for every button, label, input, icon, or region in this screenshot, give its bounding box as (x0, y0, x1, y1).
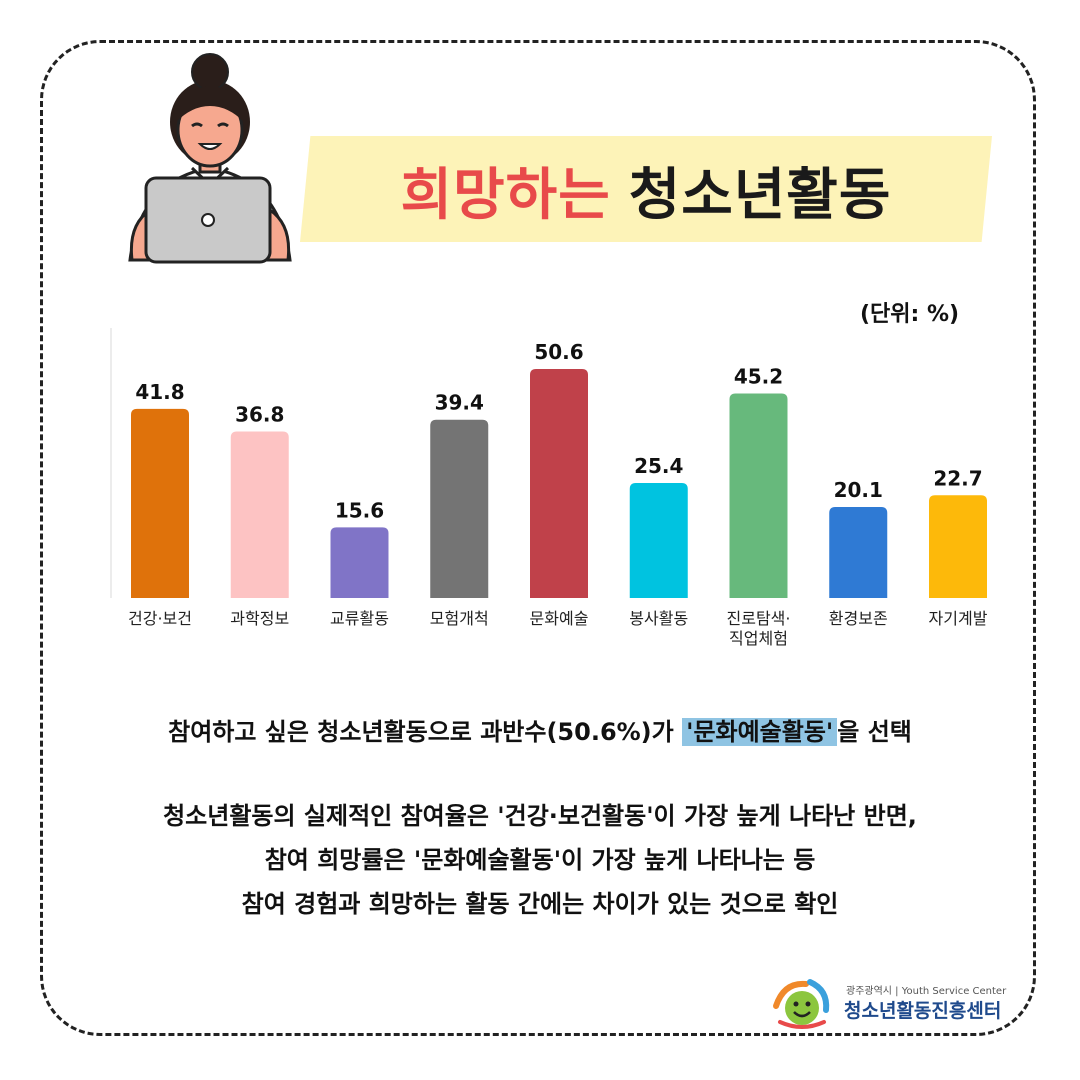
x-tick-label-6: 봉사활동 (629, 609, 688, 628)
data-label-3: 15.6 (335, 498, 384, 522)
bar-1 (131, 408, 189, 598)
bar-7 (729, 393, 788, 598)
bar-4 (430, 419, 489, 598)
summary-line-4: 참여 경험과 희망하는 활동 간에는 차이가 있는 것으로 확인 (241, 890, 839, 918)
logo-name: 청소년활동진흥센터 (844, 1000, 1002, 1022)
organization-logo: 광주광역시 | Youth Service Center 청소년활동진흥센터 (766, 976, 1028, 1030)
unit-label: (단위: %) (860, 302, 960, 327)
summary-line-1: 참여하고 싶은 청소년활동으로 과반수(50.6%)가 '문화예술활동' 을 선택 (0, 712, 1080, 747)
summary-line-1-before: 참여하고 싶은 청소년활동으로 과반수(50.6%)가 (168, 718, 683, 746)
summary-highlight: '문화예술활동' (682, 718, 838, 746)
summary-line-3: 참여 희망률은 '문화예술활동'이 가장 높게 나타나는 등 (264, 846, 816, 874)
x-tick-label-1: 건강·보건 (128, 609, 192, 628)
data-label-1: 41.8 (135, 380, 184, 404)
title-band (300, 136, 992, 242)
bar-3 (330, 527, 389, 598)
logo-subtitle: 광주광역시 | Youth Service Center (846, 986, 1007, 997)
title-main: 청소년활동 (628, 162, 892, 228)
summary-line-1-after: 을 선택 (837, 718, 912, 746)
data-label-4: 39.4 (435, 391, 484, 415)
summary-paragraph: 청소년활동의 실제적인 참여율은 '건강·보건활동'이 가장 높게 나타난 반면… (0, 794, 1080, 926)
data-label-9: 22.7 (933, 466, 982, 490)
x-tick-label-5: 문화예술 (530, 609, 589, 628)
x-tick-label-8: 환경보존 (829, 609, 888, 628)
smiley-logo-icon (773, 979, 830, 1029)
data-label-5: 50.6 (534, 340, 583, 364)
x-tick-label-7-line-2: 직업체험 (729, 629, 788, 648)
title-highlight: 희망하는 (400, 162, 611, 228)
bar-8 (829, 507, 888, 598)
x-tick-label-4: 모험개척 (430, 609, 489, 628)
woman-laptop-illustration (128, 53, 292, 264)
data-label-6: 25.4 (634, 454, 683, 478)
bar-9 (929, 495, 987, 598)
data-label-7: 45.2 (734, 364, 783, 388)
x-tick-label-9: 자기계발 (929, 609, 988, 628)
x-tick-label-7-line-1: 진로탐색· (727, 609, 791, 628)
bar-6 (629, 483, 688, 598)
page-title: 희망하는 청소년활동 (300, 142, 992, 238)
data-label-8: 20.1 (834, 478, 883, 502)
x-tick-label-2: 과학정보 (230, 609, 289, 628)
dashed-frame (40, 40, 1036, 1036)
summary-line-2: 청소년활동의 실제적인 참여율은 '건강·보건활동'이 가장 높게 나타난 반면… (163, 802, 917, 830)
bar-2 (230, 431, 289, 598)
x-tick-label-3: 교류활동 (330, 609, 389, 628)
bar-5 (530, 369, 588, 598)
bar-chart: 41.8 건강·보건 36.8 과학정보 15.6 교류활동 39.4 모험개척 50.6 문화예… (110, 328, 988, 648)
data-label-2: 36.8 (235, 402, 284, 426)
